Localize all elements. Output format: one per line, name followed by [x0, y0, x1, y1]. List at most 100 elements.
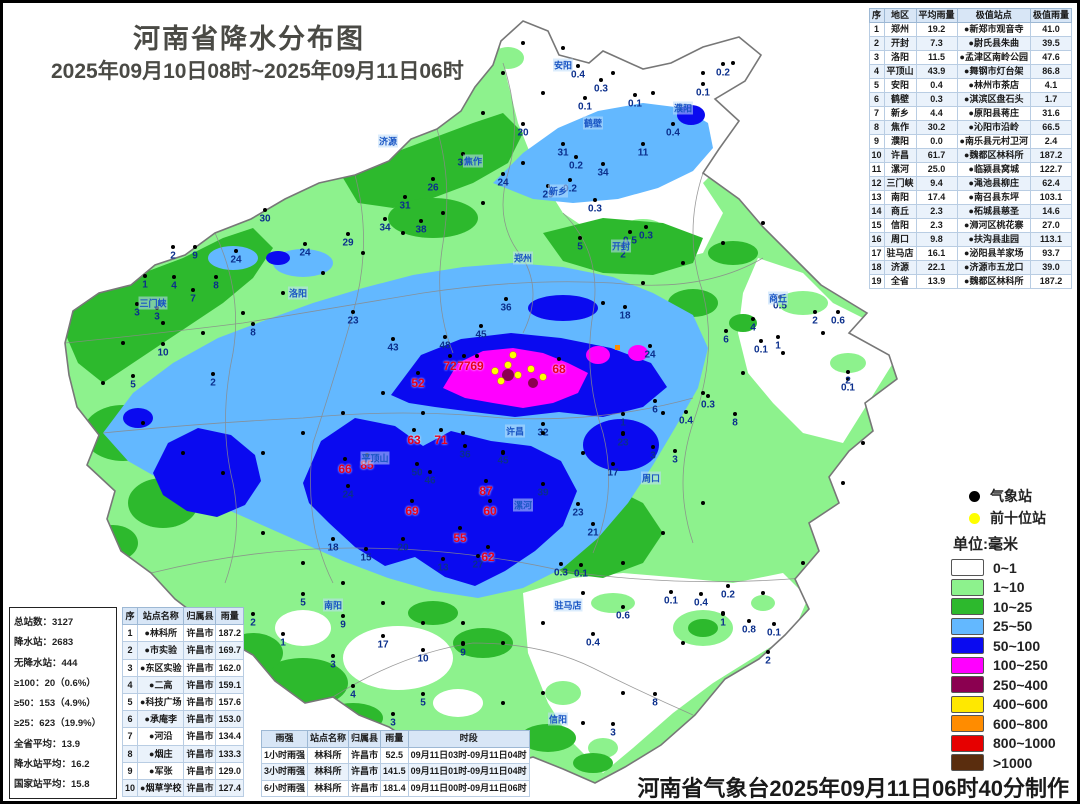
table-cell: 181.4: [380, 779, 409, 797]
table-cell: 5: [868, 78, 885, 93]
legend-scale-entry: 10~25: [951, 597, 1077, 617]
table-cell: 驻马店: [883, 246, 917, 261]
intensity-table-header: 雨强 站点名称 归属县 雨量 时段: [260, 730, 530, 748]
table-row: 3 ●东区实验 许昌市 162.0: [121, 658, 244, 677]
legend-color-swatch: [951, 715, 984, 733]
table-row: 6 鹤壁 0.3 ●淇滨区盘石头 1.7: [868, 92, 1073, 107]
top10-station-dots: [491, 351, 547, 385]
legend-scale-entry: 800~1000: [951, 734, 1077, 754]
table-cell: ●军张: [137, 761, 185, 781]
table-cell: 洛阳: [883, 50, 917, 65]
table-cell: 09月11日00时-09月11日06时: [407, 779, 530, 797]
table-cell: ●济源市五龙口: [956, 260, 1031, 275]
table-row: 8 ●烟庄 许昌市 133.3: [121, 744, 244, 763]
table-row: 12 三门峡 9.4 ●渑池县柳庄 62.4: [868, 176, 1073, 191]
table-cell: 开封: [883, 36, 917, 51]
table-cell: 09月11日03时-09月11日04时: [407, 746, 530, 764]
legend-station-markers: 气象站 前十位站: [951, 485, 1077, 529]
table-cell: 7.3: [915, 36, 958, 51]
legend-station-entry: 气象站: [951, 485, 1077, 507]
table-cell: ●原阳县蒋庄: [956, 106, 1031, 121]
table-row: 3小时雨强 林科所 许昌市 141.5 09月11日01时-09月11日04时: [260, 763, 530, 781]
table-cell: ●林科所: [137, 624, 185, 643]
table-cell: 19: [868, 274, 885, 289]
station-marker-icon: [969, 490, 980, 502]
table-cell: 127.4: [215, 779, 244, 798]
table-cell: 11.5: [915, 50, 958, 65]
rain-intensity-table: 雨强 站点名称 归属县 雨量 时段 1小时雨强 林科所 许昌市 52.5 09月11日03时-0…: [260, 730, 530, 797]
table-cell: 许昌市: [183, 744, 217, 763]
table-cell: 13: [868, 190, 885, 205]
table-cell: 2: [121, 641, 139, 660]
table-cell: 133.3: [215, 744, 244, 763]
table-cell: 许昌市: [348, 763, 382, 781]
stats-line: ≥25：623（19.9%）: [14, 718, 102, 730]
table-row: 13 南阳 17.4 ●南召县东坪 103.1: [868, 190, 1073, 205]
legend-range-label: 25~50: [993, 618, 1033, 635]
stats-line: 全省平均：13.9: [14, 738, 80, 750]
table-cell: 4: [121, 675, 139, 695]
table-cell: ●渑池县柳庄: [956, 176, 1031, 191]
legend-color-swatch: [951, 578, 984, 596]
column-header: 雨量: [215, 606, 244, 626]
legend-scale-entry: 250~400: [951, 675, 1077, 695]
table-cell: 许昌市: [183, 779, 217, 798]
table-row: 9 濮阳 0.0 ●南乐县元村卫河 2.4: [868, 134, 1073, 149]
table-cell: ●魏都区林科所: [956, 148, 1031, 163]
table-cell: ●魏都区林科所: [956, 274, 1031, 289]
table-row: 4 平顶山 43.9 ●舞钢市灯台架 86.8: [868, 64, 1073, 79]
table-cell: 5: [121, 693, 139, 712]
table-cell: 13.9: [915, 274, 958, 289]
table-cell: 4.4: [915, 106, 958, 121]
table-cell: 41.0: [1029, 22, 1073, 37]
legend-range-label: 100~250: [993, 657, 1048, 674]
table-cell: ●临颍县窝城: [956, 162, 1031, 177]
table-cell: 林科所: [307, 779, 350, 797]
table-cell: 1: [121, 624, 139, 643]
table-cell: ●淇滨区盘石头: [956, 92, 1031, 107]
table-cell: 86.8: [1029, 64, 1073, 79]
table-cell: 许昌市: [183, 675, 217, 695]
column-header: 平均雨量: [915, 8, 958, 23]
table-cell: 6: [121, 710, 139, 729]
table-cell: 许昌: [883, 148, 917, 163]
table-cell: 2.3: [915, 204, 958, 219]
stats-line: 降水站平均：16.2: [14, 759, 90, 771]
table-cell: 19.2: [915, 22, 958, 37]
table-cell: 安阳: [883, 78, 917, 93]
stats-line: 国家站平均：15.8: [14, 779, 90, 791]
column-header: 站点名称: [137, 606, 185, 626]
table-cell: 62.4: [1029, 176, 1073, 191]
legend-scale-entry: 25~50: [951, 617, 1077, 637]
legend-scale-entry: 400~600: [951, 695, 1077, 715]
table-cell: 61.7: [915, 148, 958, 163]
legend-range-label: 1~10: [993, 579, 1025, 596]
stats-line: ≥50：153（4.9%）: [14, 698, 96, 710]
table-cell: 2.3: [915, 218, 958, 233]
table-cell: 103.1: [1029, 190, 1073, 205]
table-cell: 1.7: [1029, 92, 1073, 107]
column-header: 归属县: [183, 606, 217, 626]
region-table-header: 序地区 平均雨量 极值站点 极值雨量: [868, 8, 1073, 23]
table-cell: ●扶沟县韭园: [956, 232, 1031, 247]
legend-range-label: 50~100: [993, 637, 1041, 654]
table-cell: 39.0: [1029, 260, 1073, 275]
legend-color-scale: 0~1 1~10 10~25 25~50 50~100 100~250 250~400 400…: [951, 558, 1077, 773]
top10-stations-table: 序站点名称 归属县 雨量 1 ●林科所 许昌市 187.2 2 ●市实验 许昌市 169.7 3 ●东…: [121, 606, 244, 798]
table-cell: ●林州市茶店: [956, 78, 1031, 93]
table-cell: 6小时雨强: [260, 779, 309, 797]
legend-scale-entry: 1~10: [951, 578, 1077, 598]
table-cell: 许昌市: [348, 746, 382, 764]
table-cell: 0.4: [915, 78, 958, 93]
table-cell: 3: [868, 50, 885, 65]
legend-color-swatch: [951, 734, 984, 752]
table-cell: 66.5: [1029, 120, 1073, 135]
table-cell: 0.3: [915, 92, 958, 107]
table-row: 19 全省 13.9 ●魏都区林科所 187.2: [868, 274, 1073, 289]
table-cell: 4: [868, 64, 885, 79]
legend-range-label: >1000: [993, 754, 1033, 771]
table-cell: 169.7: [215, 641, 244, 660]
table-row: 11 漯河 25.0 ●临颍县窝城 122.7: [868, 162, 1073, 177]
table-cell: 10: [868, 148, 885, 163]
